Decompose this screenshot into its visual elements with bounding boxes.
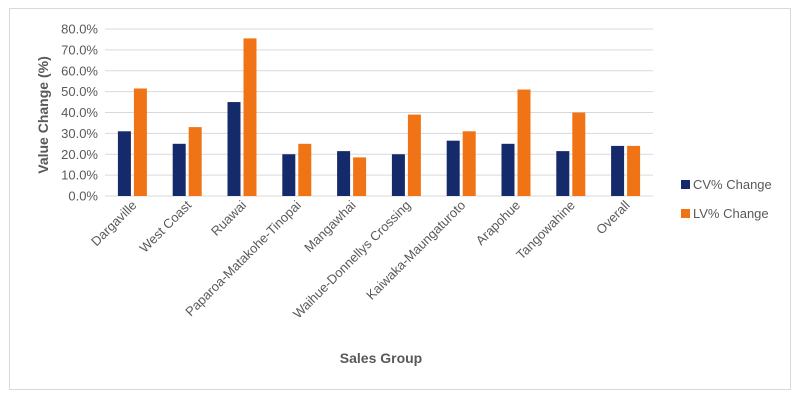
- y-tick-label: 70.0%: [61, 42, 98, 57]
- bar-cv: [172, 143, 186, 196]
- x-tick-label: Paparoa-Matakohe-Tinopai: [182, 197, 304, 319]
- bar-cv: [501, 143, 515, 196]
- y-axis-ticks: 0.0% 10.0% 20.0% 30.0% 40.0% 50.0% 60.0% 70.0% 8…: [61, 22, 98, 204]
- y-tick-label: 0.0%: [68, 189, 98, 204]
- bar-cv: [556, 151, 570, 196]
- bar-lv: [133, 88, 147, 196]
- bar-cv: [611, 145, 625, 196]
- x-tick-label: Kaiwaka-Maungaturoto: [363, 198, 468, 303]
- bar-lv: [627, 145, 641, 196]
- bar-cv: [117, 131, 131, 196]
- legend-swatch: [681, 180, 690, 189]
- bar-cv: [227, 102, 241, 196]
- x-tick-label: Tangowahine: [513, 198, 578, 263]
- y-tick-label: 80.0%: [61, 22, 98, 37]
- x-tick-label: Ruawai: [208, 197, 249, 238]
- bar-lv: [188, 127, 202, 196]
- legend-swatch: [681, 209, 690, 218]
- x-tick-label: Arapohue: [473, 198, 523, 248]
- bar-lv: [298, 143, 312, 196]
- bar-lv: [353, 157, 367, 196]
- x-axis-title: Sales Group: [340, 350, 422, 366]
- bar-cv: [391, 154, 405, 196]
- bar-lv: [517, 89, 531, 196]
- gridlines: [105, 28, 653, 197]
- bar-lv: [462, 131, 476, 196]
- bar-lv: [407, 114, 421, 196]
- bar-lv: [572, 112, 586, 196]
- y-tick-label: 10.0%: [61, 168, 98, 183]
- chart-frame: [9, 8, 791, 390]
- bar-cv: [337, 151, 351, 196]
- y-axis-title: Value Change (%): [35, 56, 51, 173]
- bar-lv: [243, 38, 257, 196]
- x-tick-label: Mangawhai: [301, 197, 359, 255]
- legend-label: CV% Change: [693, 177, 772, 192]
- x-tick-label: West Coast: [136, 197, 194, 255]
- y-tick-label: 30.0%: [61, 126, 98, 141]
- bar-cv: [282, 154, 296, 196]
- y-tick-label: 20.0%: [61, 147, 98, 162]
- y-tick-label: 40.0%: [61, 105, 98, 120]
- legend-label: LV% Change: [693, 206, 769, 221]
- x-tick-label: Overall: [593, 197, 633, 237]
- legend: CV% Change LV% Change: [681, 177, 772, 221]
- y-tick-label: 50.0%: [61, 84, 98, 99]
- x-tick-label: Dargaville: [88, 198, 139, 249]
- y-tick-label: 60.0%: [61, 63, 98, 78]
- bars: [117, 38, 641, 196]
- bar-cv: [446, 140, 460, 196]
